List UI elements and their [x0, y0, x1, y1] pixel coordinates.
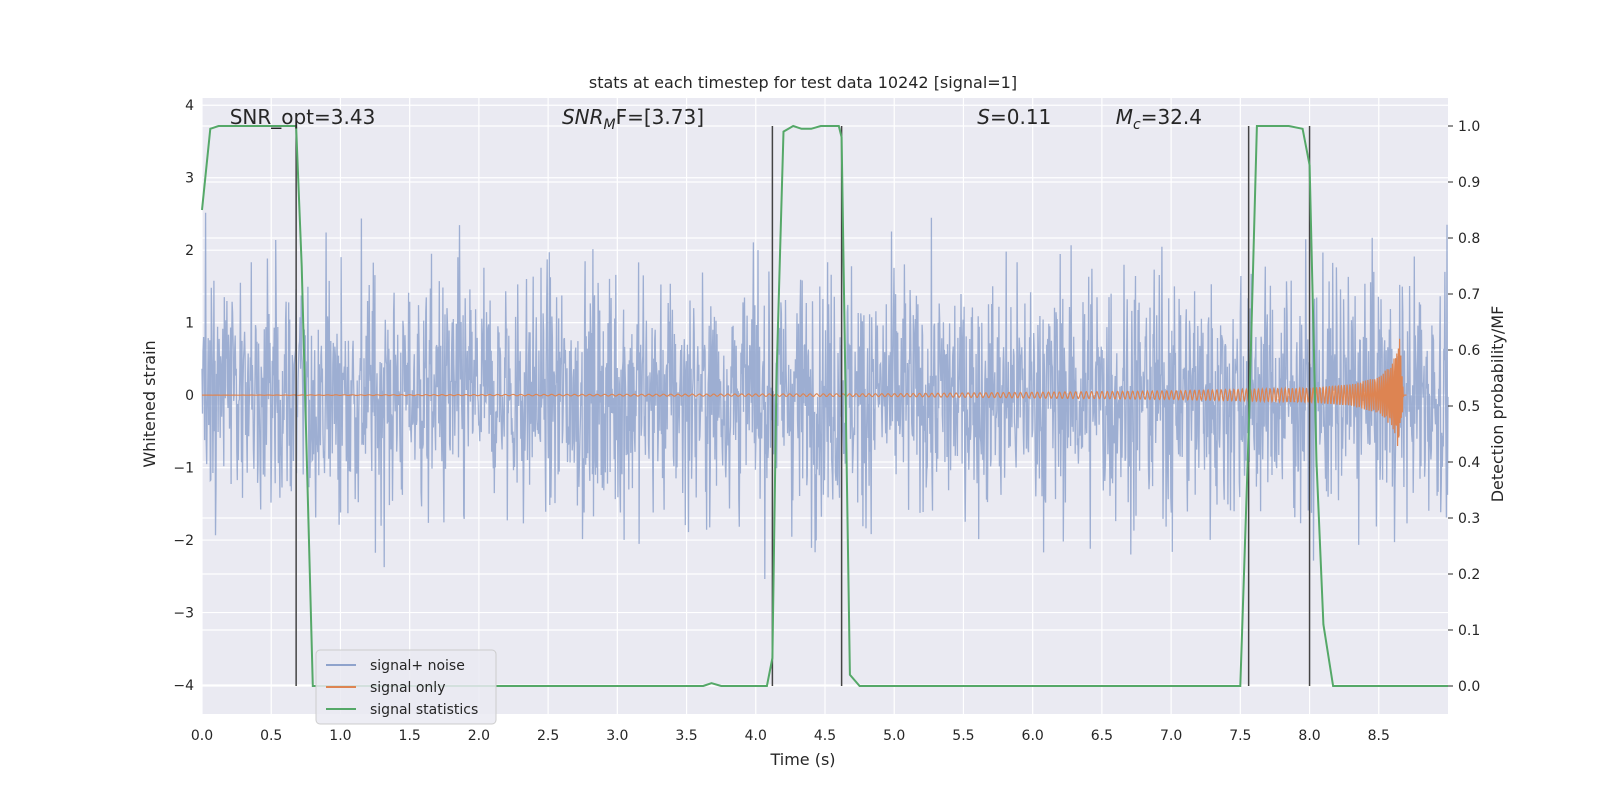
annotations: SNR_opt=3.43 SNRMF=[3.73] S=0.11 Mc=32.4 — [230, 105, 1202, 133]
x-tick-label: 3.5 — [675, 728, 697, 744]
x-tick-label: 8.0 — [1298, 728, 1320, 744]
x-tick-label: 5.5 — [952, 728, 974, 744]
noise-line — [201, 212, 1449, 580]
legend: signal+ noise signal only signal statist… — [315, 649, 497, 725]
y-tick-label: 3 — [185, 171, 194, 187]
annotation-text: S=0.11 — [977, 105, 1051, 129]
y-right-tick-label: 0.4 — [1458, 455, 1480, 471]
y-tick-label: 1 — [185, 316, 194, 332]
annotation-text: SNRMF=[3.73] — [562, 105, 704, 133]
y-right-tick-label: 0.0 — [1458, 679, 1480, 695]
y-right-tick-label: 0.2 — [1458, 567, 1480, 583]
y-right-tick-label: 0.7 — [1458, 287, 1480, 303]
y-axis-label: Whitened strain — [140, 340, 159, 467]
y-right-tick-label: 0.5 — [1458, 399, 1480, 415]
x-tick-label: 4.5 — [814, 728, 836, 744]
x-tick-label: 4.0 — [745, 728, 767, 744]
series-signal-noise — [201, 212, 1449, 580]
y-tick-label: 0 — [185, 388, 194, 404]
annotation-text: SNR_opt=3.43 — [230, 105, 376, 129]
y-right-tick-label: 0.1 — [1458, 623, 1480, 639]
signal-statistics-line — [201, 124, 1448, 687]
series-signal-only — [202, 338, 1407, 447]
y-tick-label: 2 — [185, 243, 194, 259]
x-tick-label: 0.5 — [260, 728, 282, 744]
tick-labels: 0.0 0.5 1.0 1.5 2.0 2.5 3.0 3.5 4.0 4.5 5.0 5.5 6.0 6… — [173, 98, 1480, 744]
legend-label-signal-noise: signal+ noise — [370, 658, 465, 674]
y-tick-label: −1 — [173, 461, 194, 477]
x-axis-label: Time (s) — [769, 750, 835, 769]
y-right-tick-label: 0.6 — [1458, 343, 1480, 359]
series-signal-statistics — [201, 124, 1448, 687]
y-right-tick-label: 1.0 — [1458, 119, 1480, 135]
legend-box — [315, 649, 497, 725]
y-right-tick-label: 0.3 — [1458, 511, 1480, 527]
y-right-tick-label: 0.9 — [1458, 175, 1480, 191]
legend-label-signal-statistics: signal statistics — [370, 702, 478, 718]
y-axis-label-right: Detection probability/MF — [1488, 306, 1507, 503]
x-tick-label: 8.5 — [1368, 728, 1390, 744]
legend-label-signal-only: signal only — [370, 680, 445, 696]
y-tick-label: −2 — [173, 533, 194, 549]
x-tick-label: 1.0 — [329, 728, 351, 744]
signal-only-line — [202, 338, 1407, 447]
annotation-text: Mc=32.4 — [1116, 105, 1202, 133]
chart-title: stats at each timestep for test data 102… — [589, 73, 1017, 92]
x-tick-label: 2.5 — [537, 728, 559, 744]
y-right-tick-label: 0.8 — [1458, 231, 1480, 247]
y-tick-label: −3 — [173, 606, 194, 622]
x-tick-label: 0.0 — [191, 728, 213, 744]
y-tick-label: −4 — [173, 678, 194, 694]
x-tick-label: 7.5 — [1229, 728, 1251, 744]
x-tick-label: 7.0 — [1160, 728, 1182, 744]
x-tick-label: 6.0 — [1022, 728, 1044, 744]
x-tick-label: 1.5 — [399, 728, 421, 744]
x-tick-label: 5.0 — [883, 728, 905, 744]
x-tick-label: 6.5 — [1091, 728, 1113, 744]
y-tick-label: 4 — [185, 98, 194, 114]
x-tick-label: 3.0 — [606, 728, 628, 744]
x-tick-label: 2.0 — [468, 728, 490, 744]
